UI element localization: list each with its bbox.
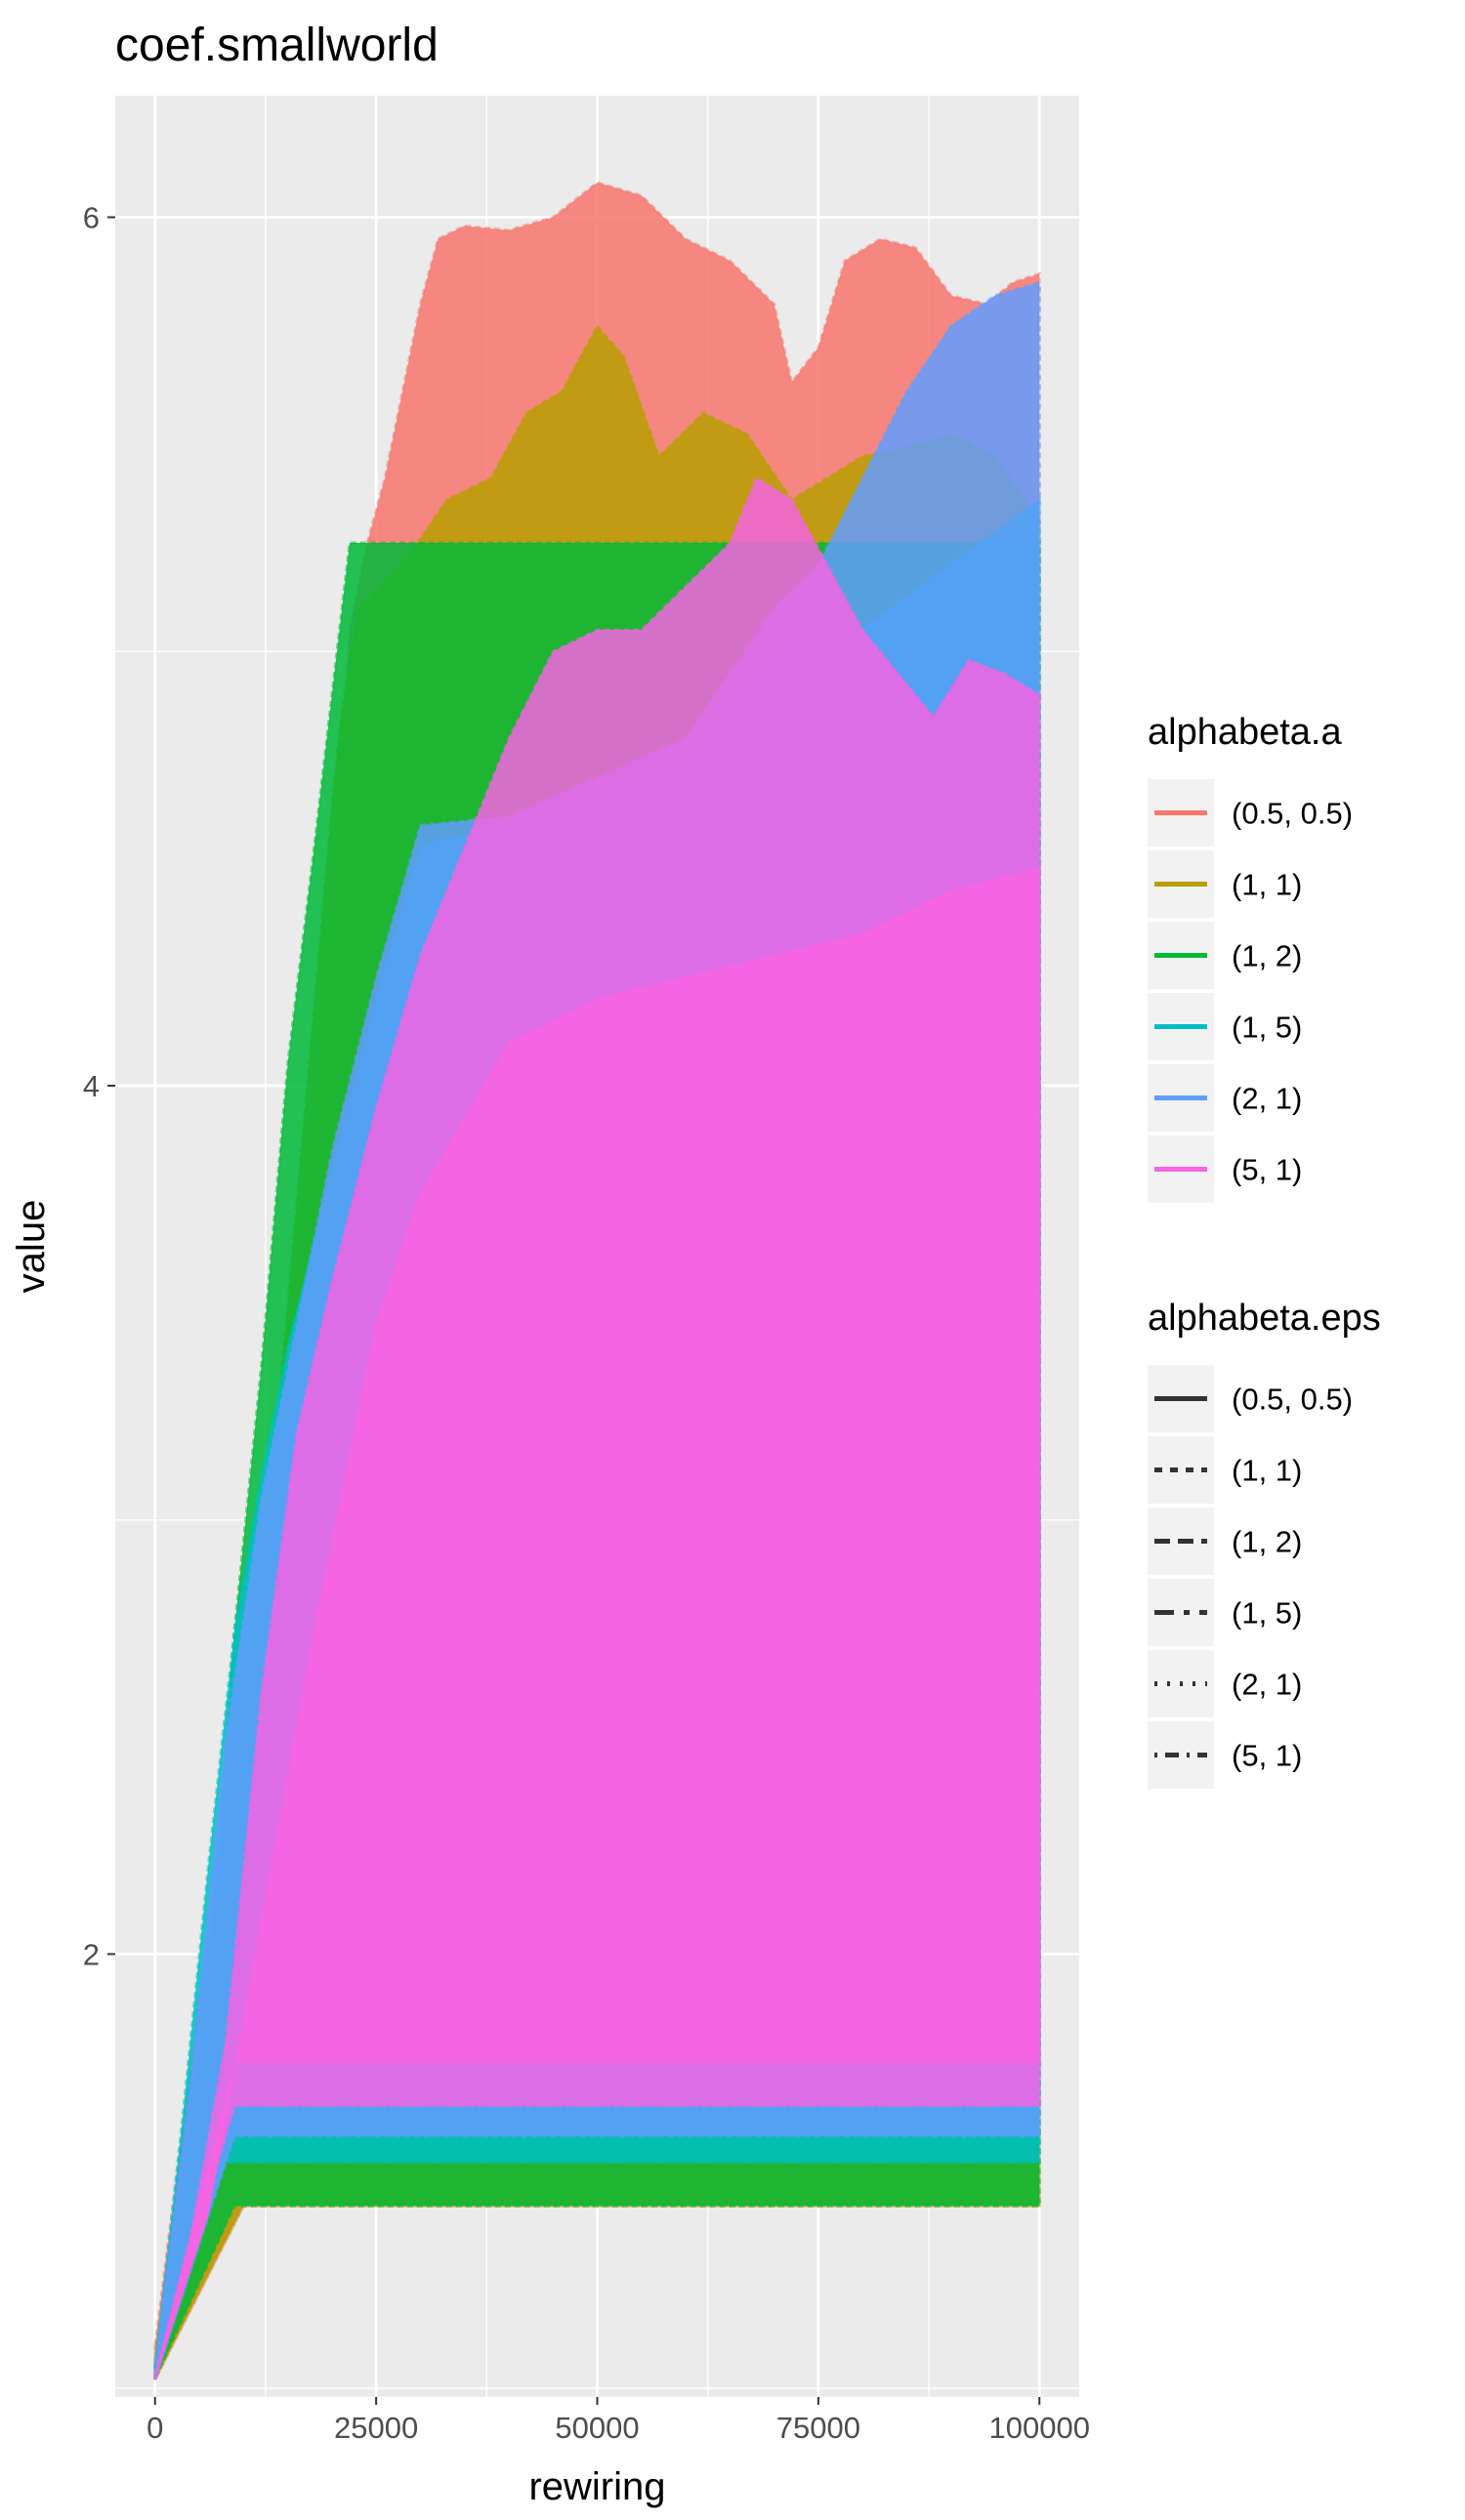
y-axis-title: value [10, 1200, 53, 1294]
legend-label: (1, 1) [1232, 1454, 1302, 1488]
legend-label: (2, 1) [1232, 1668, 1302, 1702]
x-tick-label: 75000 [776, 2411, 860, 2445]
legend-label: (1, 5) [1232, 1596, 1302, 1631]
legend-label: (0.5, 0.5) [1232, 1383, 1353, 1417]
y-tick-label: 2 [83, 1937, 100, 1971]
x-axis-ticks: 0 25000 50000 75000 100000 [146, 2397, 1090, 2445]
x-axis-title: rewiring [528, 2465, 665, 2508]
series-band-6 [153, 866, 1041, 2380]
legend-label: (1, 2) [1232, 939, 1302, 973]
legend-label: (5, 1) [1232, 1153, 1302, 1187]
legend-title: alphabeta.a [1148, 712, 1342, 753]
x-tick-label: 100000 [989, 2411, 1090, 2445]
y-axis-ticks: 2 4 6 [83, 201, 115, 1971]
legend-label: (5, 1) [1232, 1739, 1302, 1773]
legends: alphabeta.a (0.5, 0.5) (1, 1) (1, 2) (1, 5) (… [1148, 712, 1381, 1789]
legend-title: alphabeta.eps [1148, 1298, 1381, 1339]
legend-label: (1, 1) [1232, 868, 1302, 902]
x-tick-label: 0 [146, 2411, 163, 2445]
legend-label: (1, 2) [1232, 1525, 1302, 1559]
legend-label: (1, 5) [1232, 1011, 1302, 1045]
legend-label: (0.5, 0.5) [1232, 797, 1353, 831]
y-tick-label: 6 [83, 201, 100, 235]
y-tick-label: 4 [83, 1069, 100, 1103]
series-layer [153, 181, 1041, 2380]
x-tick-label: 50000 [555, 2411, 639, 2445]
x-tick-label: 25000 [334, 2411, 418, 2445]
legend-label: (2, 1) [1232, 1082, 1302, 1116]
chart-title: coef.smallworld [115, 20, 439, 71]
